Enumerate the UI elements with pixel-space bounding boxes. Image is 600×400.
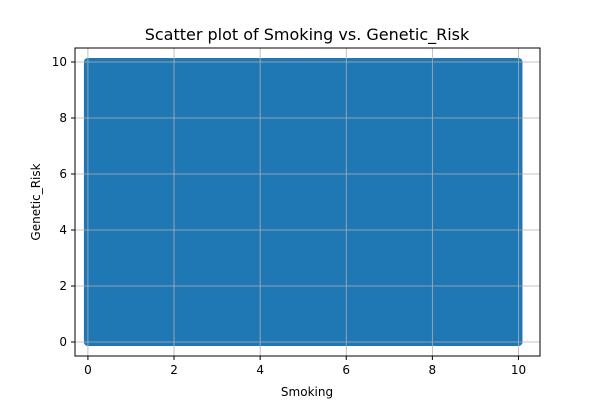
y-axis-ticks: 0 2 4 6 8 10	[52, 55, 75, 349]
y-tick-label: 2	[59, 279, 67, 293]
y-axis-label: Genetic_Risk	[29, 163, 43, 240]
x-tick-label: 6	[342, 363, 350, 377]
plot-frame	[74, 47, 541, 357]
x-tick-label: 8	[429, 363, 437, 377]
scatter-points	[83, 58, 523, 346]
y-tick-label: 8	[59, 111, 67, 125]
x-tick-label: 4	[256, 363, 264, 377]
y-tick-label: 6	[59, 167, 67, 181]
x-axis-label: Smoking	[281, 385, 333, 399]
chart-title: Scatter plot of Smoking vs. Genetic_Risk	[145, 25, 470, 45]
x-tick-label: 0	[84, 363, 92, 377]
x-tick-label: 2	[170, 363, 178, 377]
grid-lines	[75, 48, 540, 356]
x-tick-label: 10	[511, 363, 526, 377]
scatter-point-cloud	[83, 58, 523, 346]
x-axis-ticks: 0 2 4 6 8 10	[84, 356, 526, 377]
y-tick-label: 0	[59, 335, 67, 349]
y-tick-label: 10	[52, 55, 67, 69]
y-tick-label: 4	[59, 223, 67, 237]
